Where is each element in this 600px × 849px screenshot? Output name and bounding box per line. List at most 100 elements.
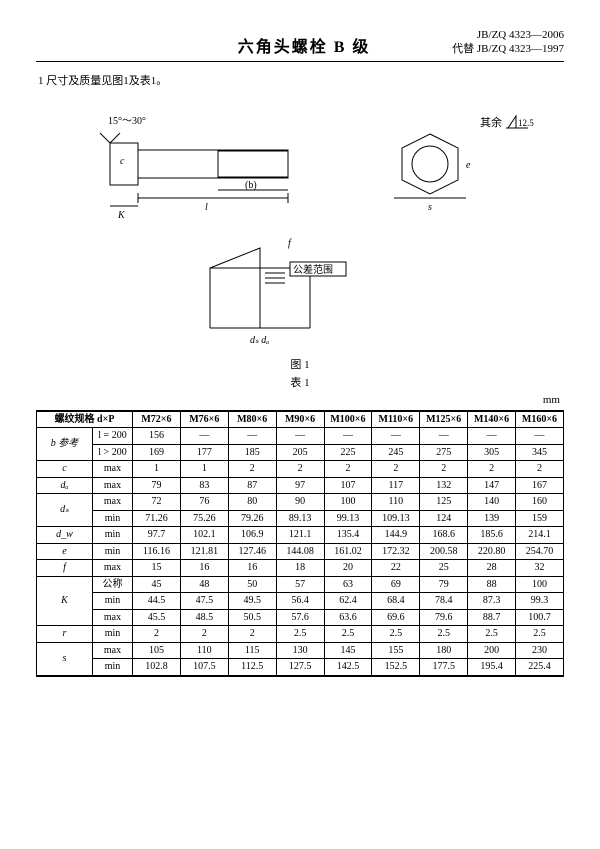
value-cell: 100 [516, 576, 564, 593]
table-row: dₛmax72768090100110125140160 [37, 494, 564, 511]
value-cell: 112.5 [228, 659, 276, 676]
value-cell: 15 [133, 560, 181, 577]
value-cell: 72 [133, 494, 181, 511]
value-cell: 200.58 [420, 543, 468, 560]
value-cell: 28 [468, 560, 516, 577]
subparam-cell: max [93, 477, 133, 494]
value-cell: 97 [276, 477, 324, 494]
value-cell: 142.5 [324, 659, 372, 676]
value-cell: 110 [180, 642, 228, 659]
table-row: dₐmax79838797107117132147167 [37, 477, 564, 494]
note-rest: 其余 [480, 115, 502, 129]
value-cell: 2.5 [372, 626, 420, 643]
subparam-cell: max [93, 494, 133, 511]
subparam-cell: min [93, 527, 133, 544]
col-h: M100×6 [324, 411, 372, 428]
subparam-cell: max [93, 642, 133, 659]
svg-text:c: c [120, 156, 125, 167]
table-row: min71.2675.2679.2689.1399.13109.13124139… [37, 510, 564, 527]
value-cell: 254.70 [516, 543, 564, 560]
value-cell: 2 [133, 626, 181, 643]
value-cell: — [516, 428, 564, 445]
value-cell: — [468, 428, 516, 445]
value-cell: 48 [180, 576, 228, 593]
table-row: d_wmin97.7102.1106.9121.1135.4144.9168.6… [37, 527, 564, 544]
value-cell: 107 [324, 477, 372, 494]
table-row: l > 200169177185205225245275305345 [37, 444, 564, 461]
tol-zone-label: 公差范围 [293, 263, 333, 276]
value-cell: 121.81 [180, 543, 228, 560]
col-h: M72×6 [133, 411, 181, 428]
value-cell: 305 [468, 444, 516, 461]
value-cell: 205 [276, 444, 324, 461]
subparam-cell: max [93, 609, 133, 626]
value-cell: 47.5 [180, 593, 228, 610]
table-row: fmax151616182022252832 [37, 560, 564, 577]
subparam-cell: 公称 [93, 576, 133, 593]
value-cell: — [180, 428, 228, 445]
subparam-cell: min [93, 543, 133, 560]
value-cell: 99.3 [516, 593, 564, 610]
value-cell: 225.4 [516, 659, 564, 676]
svg-text:s: s [428, 202, 432, 213]
value-cell: 172.32 [372, 543, 420, 560]
value-cell: 87 [228, 477, 276, 494]
table-row: b 参考l = 200156———————— [37, 428, 564, 445]
param-cell: e [37, 543, 93, 560]
table-row: min102.8107.5112.5127.5142.5152.5177.519… [37, 659, 564, 676]
value-cell: 2 [420, 461, 468, 478]
svg-text:K: K [117, 210, 126, 221]
table-row: min44.547.549.556.462.468.478.487.399.3 [37, 593, 564, 610]
value-cell: 230 [516, 642, 564, 659]
value-cell: 57 [276, 576, 324, 593]
value-cell: 159 [516, 510, 564, 527]
value-cell: 2.5 [276, 626, 324, 643]
value-cell: 45 [133, 576, 181, 593]
value-cell: — [324, 428, 372, 445]
value-cell: 200 [468, 642, 516, 659]
value-cell: 168.6 [420, 527, 468, 544]
figure-caption: 图 1 [36, 356, 564, 372]
subparam-cell: l = 200 [93, 428, 133, 445]
value-cell: 80 [228, 494, 276, 511]
value-cell: 1 [133, 461, 181, 478]
col-h: M125×6 [420, 411, 468, 428]
value-cell: 121.1 [276, 527, 324, 544]
table-row: max45.548.550.557.663.669.679.688.7100.7 [37, 609, 564, 626]
value-cell: 2 [276, 461, 324, 478]
value-cell: 177 [180, 444, 228, 461]
value-cell: 185.6 [468, 527, 516, 544]
value-cell: — [228, 428, 276, 445]
value-cell: 139 [468, 510, 516, 527]
figure-svg-top: 15°～30° l (b) K c s e 其余 12.5 [50, 98, 550, 228]
value-cell: 130 [276, 642, 324, 659]
value-cell: 2 [516, 461, 564, 478]
value-cell: 225 [324, 444, 372, 461]
param-cell: f [37, 560, 93, 577]
value-cell: 127.5 [276, 659, 324, 676]
value-cell: 83 [180, 477, 228, 494]
value-cell: 75.26 [180, 510, 228, 527]
value-cell: 145 [324, 642, 372, 659]
value-cell: 45.5 [133, 609, 181, 626]
divider [36, 61, 564, 62]
value-cell: — [372, 428, 420, 445]
value-cell: 144.9 [372, 527, 420, 544]
subparam-cell: min [93, 593, 133, 610]
figure-1: 15°～30° l (b) K c s e 其余 12.5 f 公差范围 dₛ … [36, 98, 564, 348]
value-cell: 63.6 [324, 609, 372, 626]
value-cell: 127.46 [228, 543, 276, 560]
table-row: smax105110115130145155180200230 [37, 642, 564, 659]
table-body: b 参考l = 200156————————l > 20016917718520… [37, 428, 564, 676]
value-cell: 97.7 [133, 527, 181, 544]
subparam-cell: min [93, 659, 133, 676]
value-cell: 56.4 [276, 593, 324, 610]
std-sub: 代替 JB/ZQ 4323—1997 [452, 42, 564, 56]
value-cell: 195.4 [468, 659, 516, 676]
param-cell: r [37, 626, 93, 643]
value-cell: 345 [516, 444, 564, 461]
value-cell: — [420, 428, 468, 445]
value-cell: 2.5 [468, 626, 516, 643]
value-cell: 32 [516, 560, 564, 577]
value-cell: 2.5 [516, 626, 564, 643]
